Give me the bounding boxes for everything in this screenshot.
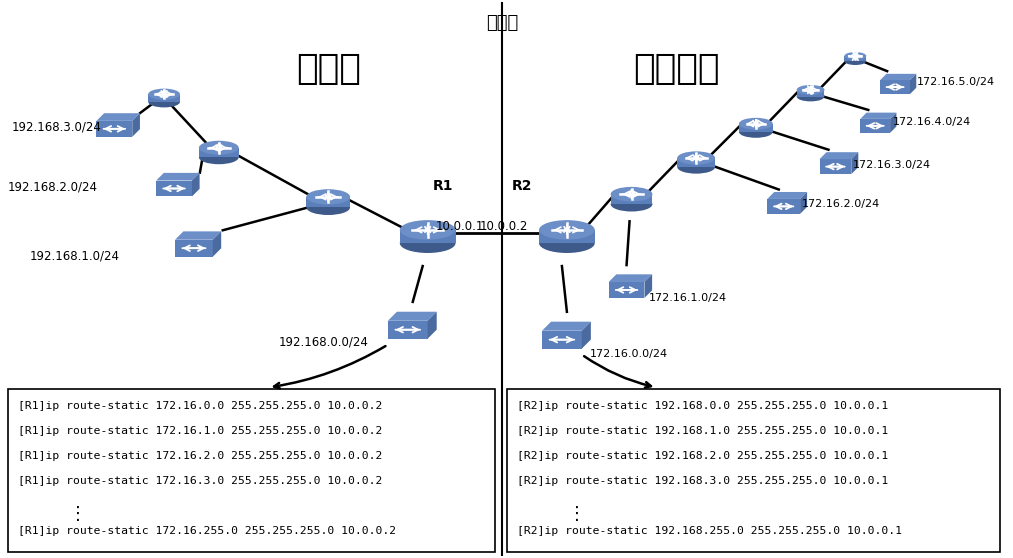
Text: [R1]ip route-static 172.16.1.0 255.255.255.0 10.0.0.2: [R1]ip route-static 172.16.1.0 255.255.2… [18,426,382,436]
Ellipse shape [400,220,456,239]
Ellipse shape [539,220,595,239]
Polygon shape [860,119,890,133]
Text: ⋮: ⋮ [568,505,586,523]
Polygon shape [133,113,140,137]
Polygon shape [581,321,591,349]
Polygon shape [880,74,917,80]
Ellipse shape [199,141,239,155]
Text: 10.0.0.2: 10.0.0.2 [479,220,528,233]
Text: 石家庄市: 石家庄市 [633,52,719,86]
Ellipse shape [306,200,350,215]
Ellipse shape [400,233,456,253]
Text: 192.168.2.0/24: 192.168.2.0/24 [8,180,98,193]
Text: ⋮: ⋮ [69,505,86,523]
Polygon shape [542,321,591,331]
Text: 边界线: 边界线 [486,15,519,32]
Text: [R1]ip route-static 172.16.2.0 255.255.255.0 10.0.0.2: [R1]ip route-static 172.16.2.0 255.255.2… [18,451,382,461]
Polygon shape [767,192,807,199]
Polygon shape [175,232,221,240]
Polygon shape [388,312,437,321]
Ellipse shape [611,187,652,201]
Text: R2: R2 [513,180,533,194]
Polygon shape [96,121,133,137]
Polygon shape [767,199,800,214]
Text: 172.16.1.0/24: 172.16.1.0/24 [648,293,726,303]
Polygon shape [539,230,595,243]
Polygon shape [175,240,213,257]
Ellipse shape [738,118,773,129]
Ellipse shape [796,92,825,102]
Ellipse shape [539,233,595,253]
Ellipse shape [796,85,825,95]
Polygon shape [796,90,825,97]
Polygon shape [890,113,897,133]
Polygon shape [400,230,456,243]
Polygon shape [542,331,581,349]
Text: [R1]ip route-static 172.16.3.0 255.255.255.0 10.0.0.2: [R1]ip route-static 172.16.3.0 255.255.2… [18,476,382,486]
Ellipse shape [678,160,715,174]
Polygon shape [199,148,239,157]
Polygon shape [678,158,715,167]
Ellipse shape [845,57,866,65]
FancyBboxPatch shape [508,389,1000,551]
Ellipse shape [611,197,652,211]
Ellipse shape [306,189,350,205]
Polygon shape [644,275,652,298]
Text: 192.168.0.0/24: 192.168.0.0/24 [279,335,369,348]
Text: 172.16.4.0/24: 172.16.4.0/24 [893,117,971,127]
Polygon shape [880,80,910,94]
Text: 172.16.2.0/24: 172.16.2.0/24 [801,199,880,209]
Text: 172.16.0.0/24: 172.16.0.0/24 [590,349,668,359]
Ellipse shape [199,150,239,164]
Ellipse shape [148,97,180,108]
Polygon shape [820,152,858,159]
Text: [R2]ip route-static 192.168.1.0 255.255.255.0 10.0.0.1: [R2]ip route-static 192.168.1.0 255.255.… [518,426,888,436]
Text: [R1]ip route-static 172.16.255.0 255.255.255.0 10.0.0.2: [R1]ip route-static 172.16.255.0 255.255… [18,526,396,536]
Polygon shape [910,74,917,94]
Text: [R2]ip route-static 192.168.0.0 255.255.255.0 10.0.0.1: [R2]ip route-static 192.168.0.0 255.255.… [518,401,888,411]
Text: 北京市: 北京市 [296,52,361,86]
Polygon shape [800,192,807,214]
Ellipse shape [148,89,180,100]
Polygon shape [156,173,200,181]
Polygon shape [427,312,437,339]
Polygon shape [609,275,652,282]
Text: [R2]ip route-static 192.168.2.0 255.255.255.0 10.0.0.1: [R2]ip route-static 192.168.2.0 255.255.… [518,451,888,461]
Text: [R2]ip route-static 192.168.255.0 255.255.255.0 10.0.0.1: [R2]ip route-static 192.168.255.0 255.25… [518,526,903,536]
Polygon shape [845,56,866,61]
Polygon shape [148,94,180,102]
Ellipse shape [845,52,866,60]
Polygon shape [388,321,427,339]
Text: 192.168.3.0/24: 192.168.3.0/24 [12,121,102,133]
Text: 192.168.1.0/24: 192.168.1.0/24 [29,249,120,263]
Ellipse shape [678,151,715,165]
Text: 172.16.5.0/24: 172.16.5.0/24 [917,77,995,87]
Polygon shape [738,124,773,132]
Text: R1: R1 [433,180,453,194]
Text: 172.16.3.0/24: 172.16.3.0/24 [853,160,931,170]
Polygon shape [156,181,191,196]
Text: 10.0.0.1: 10.0.0.1 [436,220,484,233]
Polygon shape [191,173,200,196]
FancyBboxPatch shape [8,389,495,551]
Polygon shape [96,113,140,121]
Polygon shape [851,152,858,174]
Polygon shape [213,232,221,257]
Polygon shape [306,197,350,208]
Polygon shape [820,159,851,174]
Text: [R1]ip route-static 172.16.0.0 255.255.255.0 10.0.0.2: [R1]ip route-static 172.16.0.0 255.255.2… [18,401,382,411]
Text: [R2]ip route-static 192.168.3.0 255.255.255.0 10.0.0.1: [R2]ip route-static 192.168.3.0 255.255.… [518,476,888,486]
Polygon shape [609,282,644,298]
Polygon shape [860,113,897,119]
Polygon shape [611,194,652,204]
Ellipse shape [738,126,773,138]
